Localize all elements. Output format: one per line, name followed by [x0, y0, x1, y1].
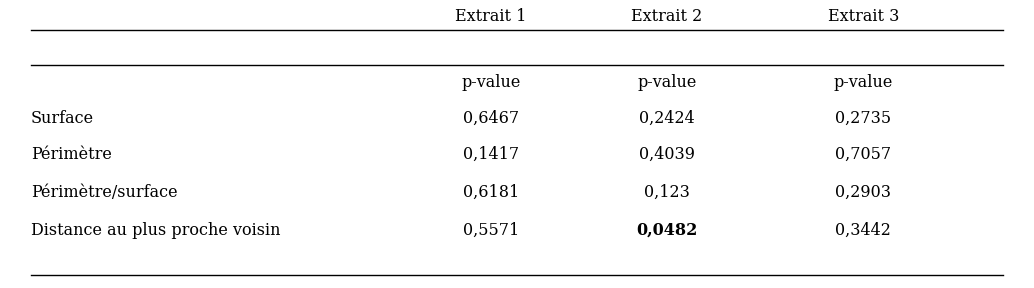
Text: Surface: Surface: [31, 109, 94, 127]
Text: Périmètre: Périmètre: [31, 146, 112, 163]
Text: 0,3442: 0,3442: [835, 222, 891, 239]
Text: Extrait 2: Extrait 2: [632, 8, 702, 25]
Text: 0,0482: 0,0482: [636, 222, 698, 239]
Text: Extrait 3: Extrait 3: [827, 8, 900, 25]
Text: 0,1417: 0,1417: [463, 146, 519, 163]
Text: 0,6181: 0,6181: [463, 183, 519, 201]
Text: 0,2735: 0,2735: [835, 109, 891, 127]
Text: p-value: p-value: [637, 73, 697, 91]
Text: p-value: p-value: [461, 73, 521, 91]
Text: 0,4039: 0,4039: [639, 146, 695, 163]
Text: 0,2903: 0,2903: [835, 183, 891, 201]
Text: 0,7057: 0,7057: [835, 146, 891, 163]
Text: Distance au plus proche voisin: Distance au plus proche voisin: [31, 222, 280, 239]
Text: 0,6467: 0,6467: [463, 109, 519, 127]
Text: 0,5571: 0,5571: [463, 222, 519, 239]
Text: 0,2424: 0,2424: [639, 109, 695, 127]
Text: Extrait 1: Extrait 1: [455, 8, 527, 25]
Text: p-value: p-value: [833, 73, 893, 91]
Text: 0,123: 0,123: [644, 183, 690, 201]
Text: Périmètre/surface: Périmètre/surface: [31, 183, 178, 201]
